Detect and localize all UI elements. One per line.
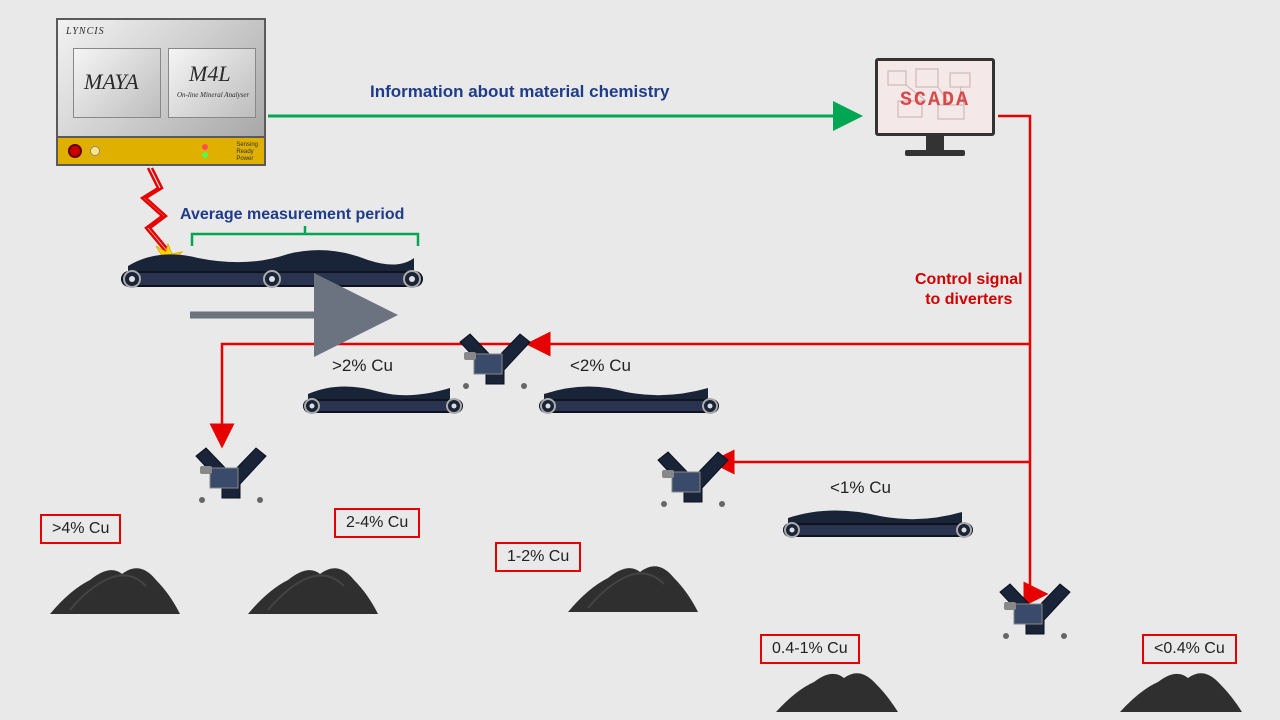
output-box-3: 1-2% Cu — [495, 542, 581, 572]
threshold-lt2: <2% Cu — [570, 356, 631, 376]
pile-5 — [1112, 656, 1252, 718]
pile-2 — [238, 550, 388, 620]
diverter-2 — [186, 440, 276, 510]
pile-1 — [40, 550, 190, 620]
pile-4 — [768, 656, 908, 718]
diverter-3 — [648, 444, 738, 514]
output-box-1: >4% Cu — [40, 514, 121, 544]
output-box-4: 0.4-1% Cu — [760, 634, 860, 664]
threshold-lt1: <1% Cu — [830, 478, 891, 498]
diverter-4 — [990, 576, 1080, 646]
belt-left-1 — [300, 382, 468, 422]
output-box-2: 2-4% Cu — [334, 508, 420, 538]
diverter-1 — [450, 326, 540, 396]
threshold-gt2: >2% Cu — [332, 356, 393, 376]
output-box-5: <0.4% Cu — [1142, 634, 1237, 664]
belt-right-2 — [780, 506, 978, 546]
belt-right-1 — [536, 382, 724, 422]
